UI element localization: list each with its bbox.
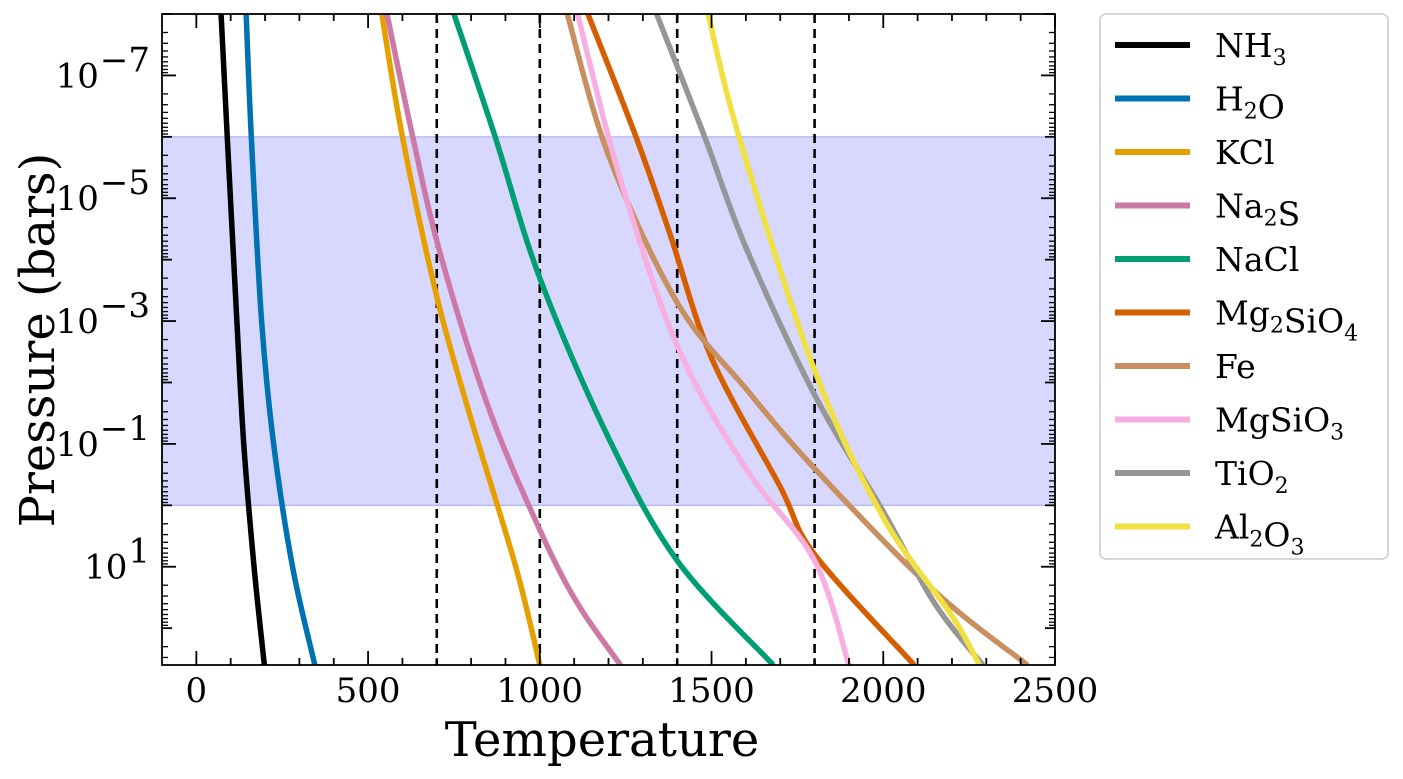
y-tick-label: −310: [56, 286, 150, 342]
x-tick-label: 2000: [840, 671, 927, 711]
legend-label: H2O: [1215, 80, 1285, 127]
series-line-9: [705, 14, 982, 665]
legend-item: MgSiO3: [1115, 401, 1344, 446]
series-line-7: [574, 14, 852, 665]
legend-label: NaCl: [1215, 240, 1299, 279]
y-tick-base: 10: [56, 179, 99, 219]
y-tick-base: 10: [84, 548, 127, 588]
shaded-band: [162, 136, 1055, 506]
legend-label: MgSiO3: [1215, 401, 1344, 446]
series-line-4: [451, 14, 776, 665]
series-curves: [218, 14, 1030, 665]
y-tick-exponent: −3: [100, 286, 150, 326]
y-tick-exponent: −5: [100, 163, 150, 203]
x-tick-label: 1000: [497, 671, 584, 711]
series-line-3: [384, 14, 623, 665]
x-tick-label: 0: [186, 671, 208, 711]
legend-label: TiO2: [1215, 454, 1289, 499]
y-tick-exponent: −1: [100, 409, 150, 449]
x-tick-label: 1500: [668, 671, 755, 711]
legend-label: NH3: [1215, 26, 1287, 71]
y-tick-exponent: 1: [128, 532, 150, 572]
legend-item: Mg2SiO4: [1115, 294, 1358, 347]
axis-ticks: [162, 13, 1056, 665]
series-line-0: [218, 14, 268, 665]
series-line-1: [243, 14, 318, 665]
y-tick-base: 10: [56, 302, 99, 342]
legend-item: NH3: [1115, 26, 1287, 71]
x-axis-title: Temperature: [445, 712, 759, 768]
series-line-5: [585, 14, 917, 665]
x-tick-label: 2500: [1012, 671, 1099, 711]
series-line-8: [654, 14, 986, 665]
legend-item: KCl: [1115, 133, 1275, 172]
y-tick-label: −110: [56, 409, 150, 465]
x-tick-label: 500: [336, 671, 401, 711]
y-tick-label: −510: [56, 163, 150, 219]
legend-item: TiO2: [1115, 454, 1289, 499]
legend-label: Na2S: [1215, 187, 1300, 234]
legend-item: Na2S: [1115, 187, 1300, 234]
legend-label: Fe: [1215, 347, 1256, 386]
y-tick-label: 110: [84, 532, 150, 588]
legend-item: Al2O3: [1115, 508, 1304, 561]
legend-label: Mg2SiO4: [1215, 294, 1358, 347]
legend-label: KCl: [1215, 133, 1275, 172]
legend-item: NaCl: [1115, 240, 1299, 279]
legend-item: H2O: [1115, 80, 1285, 127]
y-axis-title: Pressure (bars): [10, 153, 66, 528]
y-tick-base: 10: [56, 56, 99, 96]
x-tick-labels: 0 500 1000 1500 2000 2500: [186, 671, 1099, 711]
y-tick-base: 10: [56, 425, 99, 465]
plot-frame: [161, 13, 1056, 666]
series-line-2: [379, 14, 543, 665]
legend-label: Al2O3: [1214, 508, 1304, 561]
y-tick-label: −710: [56, 40, 150, 96]
y-tick-exponent: −7: [100, 40, 150, 80]
legend-item: Fe: [1115, 347, 1256, 386]
